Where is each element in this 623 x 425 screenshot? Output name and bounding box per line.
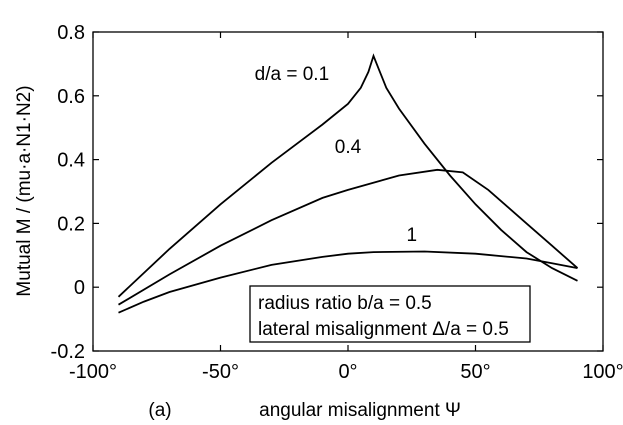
x-axis: -100° -50° 0° 50° 100° (69, 32, 623, 383)
series-label-3: 1 (406, 225, 417, 246)
curves (117, 53, 579, 314)
x-tick-label: 0° (338, 361, 357, 383)
y-tick-label: 0.8 (57, 22, 85, 44)
annotation-line-lateral: lateral misalignment Δ/a = 0.5 (258, 319, 509, 340)
y-axis-label: Mutual M / (mu·a·N1·N2) (14, 85, 35, 296)
x-tick-label: -50° (202, 361, 239, 383)
series-labels: d/a = 0.1 0.4 1 (255, 64, 417, 246)
series-label-2: 0.4 (335, 137, 362, 158)
x-tick-label: 100° (582, 361, 623, 383)
series-line-3 (118, 250, 578, 314)
y-tick-label: 0.6 (57, 86, 85, 108)
annotation-line-radius: radius ratio b/a = 0.5 (258, 293, 432, 314)
series-label-1: d/a = 0.1 (255, 64, 329, 85)
annotation-box: radius ratio b/a = 0.5 lateral misalignm… (249, 285, 531, 343)
y-tick-label: 0 (74, 277, 85, 299)
series-line-2 (118, 168, 579, 306)
series-line-1 (117, 53, 578, 298)
panel-label: (a) (148, 400, 171, 421)
x-tick-label: 50° (460, 361, 490, 383)
x-tick-label: -100° (69, 361, 117, 383)
x-axis-label: angular misalignment Ψ (259, 400, 461, 421)
y-tick-label: -0.2 (51, 341, 85, 363)
y-axis: -0.2 0 0.2 0.4 0.6 0.8 (51, 22, 603, 363)
y-tick-label: 0.4 (57, 150, 85, 172)
y-tick-label: 0.2 (57, 213, 85, 235)
